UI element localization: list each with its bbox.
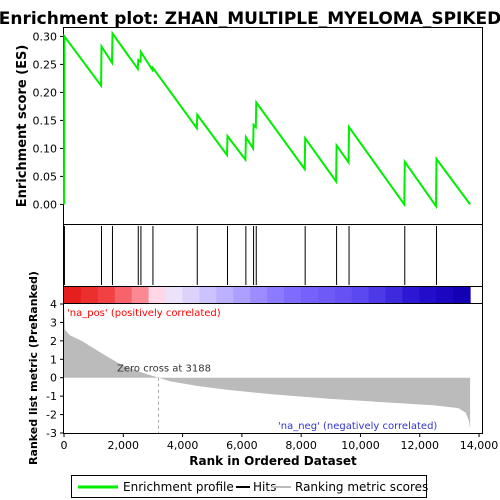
es-y-tick-label: 0.15: [33, 114, 58, 127]
color-bar-segment: [283, 287, 302, 303]
color-bar-segment: [114, 287, 133, 303]
metric-plot-frame: [63, 303, 483, 434]
metric-panel: Zero cross at 3188 'na_pos' (positively …: [27, 271, 498, 468]
metric-y-tick-label: 0: [50, 372, 57, 385]
metric-y-tick-label: 2: [50, 335, 57, 348]
legend-metric-label: Ranking metric scores: [295, 480, 428, 494]
es-y-tick-label: 0.25: [33, 58, 58, 71]
color-bar-segment: [148, 287, 167, 303]
color-bar-segment: [436, 287, 454, 303]
es-y-tick-label: 0.00: [33, 198, 58, 211]
enrichment-profile-line: [63, 30, 471, 210]
pos-label: 'na_pos' (positively correlated): [67, 308, 221, 319]
hits-panel: [63, 224, 483, 287]
es-y-axis-label: Enrichment score (ES): [15, 45, 30, 208]
color-bar-segment: [267, 287, 285, 303]
color-bar-segment: [385, 287, 403, 303]
color-bar-segment: [250, 287, 268, 303]
x-axis-label: Rank in Ordered Dataset: [189, 454, 357, 468]
color-bar-segment: [165, 287, 183, 303]
rank-color-bar: [63, 286, 483, 304]
metric-y-tick-label: 1: [50, 353, 57, 366]
es-y-tick-label: 0.20: [33, 86, 58, 99]
color-bar-segment: [64, 287, 82, 303]
legend-profile-label: Enrichment profile: [123, 480, 234, 494]
color-bar-segment: [233, 287, 251, 303]
x-tick-label: 14,000: [460, 439, 499, 452]
color-bar-segment: [300, 287, 319, 303]
metric-y-tick-label: 3: [50, 316, 57, 329]
color-bar-segment: [402, 287, 420, 303]
metric-x-ticks: 0 2,000 4,000 6,000 8,000 10,000 12,000 14,000: [61, 433, 499, 452]
metric-y-tick-label: -3: [46, 427, 57, 440]
x-tick-label: 10,000: [341, 439, 380, 452]
metric-y-tick-label: -2: [46, 409, 57, 422]
chart-title: Enrichment plot: ZHAN_MULTIPLE_MYELOMA_S…: [0, 9, 500, 29]
neg-label: 'na_neg' (negatively correlated): [278, 421, 437, 432]
zero-cross-label: Zero cross at 3188: [117, 364, 211, 375]
legend: Enrichment profile Hits Ranking metric s…: [71, 475, 428, 498]
es-y-tick-label: 0.30: [33, 30, 58, 43]
es-panel: 0.00 0.05 0.10 0.15 0.20 0.25 0.30 Enrichment …: [15, 27, 483, 225]
legend-hits-label: Hits: [253, 480, 276, 494]
color-bar-segment: [419, 287, 437, 303]
hits-frame: [63, 224, 483, 287]
es-y-tick-label: 0.05: [33, 170, 58, 183]
es-y-tick-label: 0.10: [33, 142, 58, 155]
color-bar-segment: [80, 287, 99, 303]
x-tick-label: 8,000: [285, 439, 317, 452]
x-tick-label: 0: [61, 439, 68, 452]
x-tick-label: 2,000: [108, 439, 140, 452]
color-bar-segment: [334, 287, 353, 303]
hit-markers: [63, 226, 437, 285]
metric-y-tick-label: -1: [46, 390, 57, 403]
color-bar-segment: [97, 287, 116, 303]
x-tick-label: 6,000: [226, 439, 258, 452]
color-bar-segment: [368, 287, 387, 303]
metric-y-tick-label: 4: [50, 298, 57, 311]
ranking-metric-area: [64, 304, 471, 429]
metric-y-ticks: -3 -2 -1 0 1 2 3 4: [46, 298, 64, 440]
metric-y-axis-label: Ranked list metric (PreRanked): [27, 271, 40, 465]
color-bar-segment: [199, 287, 217, 303]
color-bar-segment: [131, 287, 150, 303]
color-bar-segment: [182, 287, 200, 303]
x-tick-label: 4,000: [167, 439, 199, 452]
color-bar-segment: [453, 287, 471, 303]
color-bar-segment: [351, 287, 370, 303]
es-y-ticks: 0.00 0.05 0.10 0.15 0.20 0.25 0.30: [33, 30, 64, 211]
x-tick-label: 12,000: [400, 439, 439, 452]
color-bar-segment: [317, 287, 336, 303]
color-bar-segment: [216, 287, 234, 303]
